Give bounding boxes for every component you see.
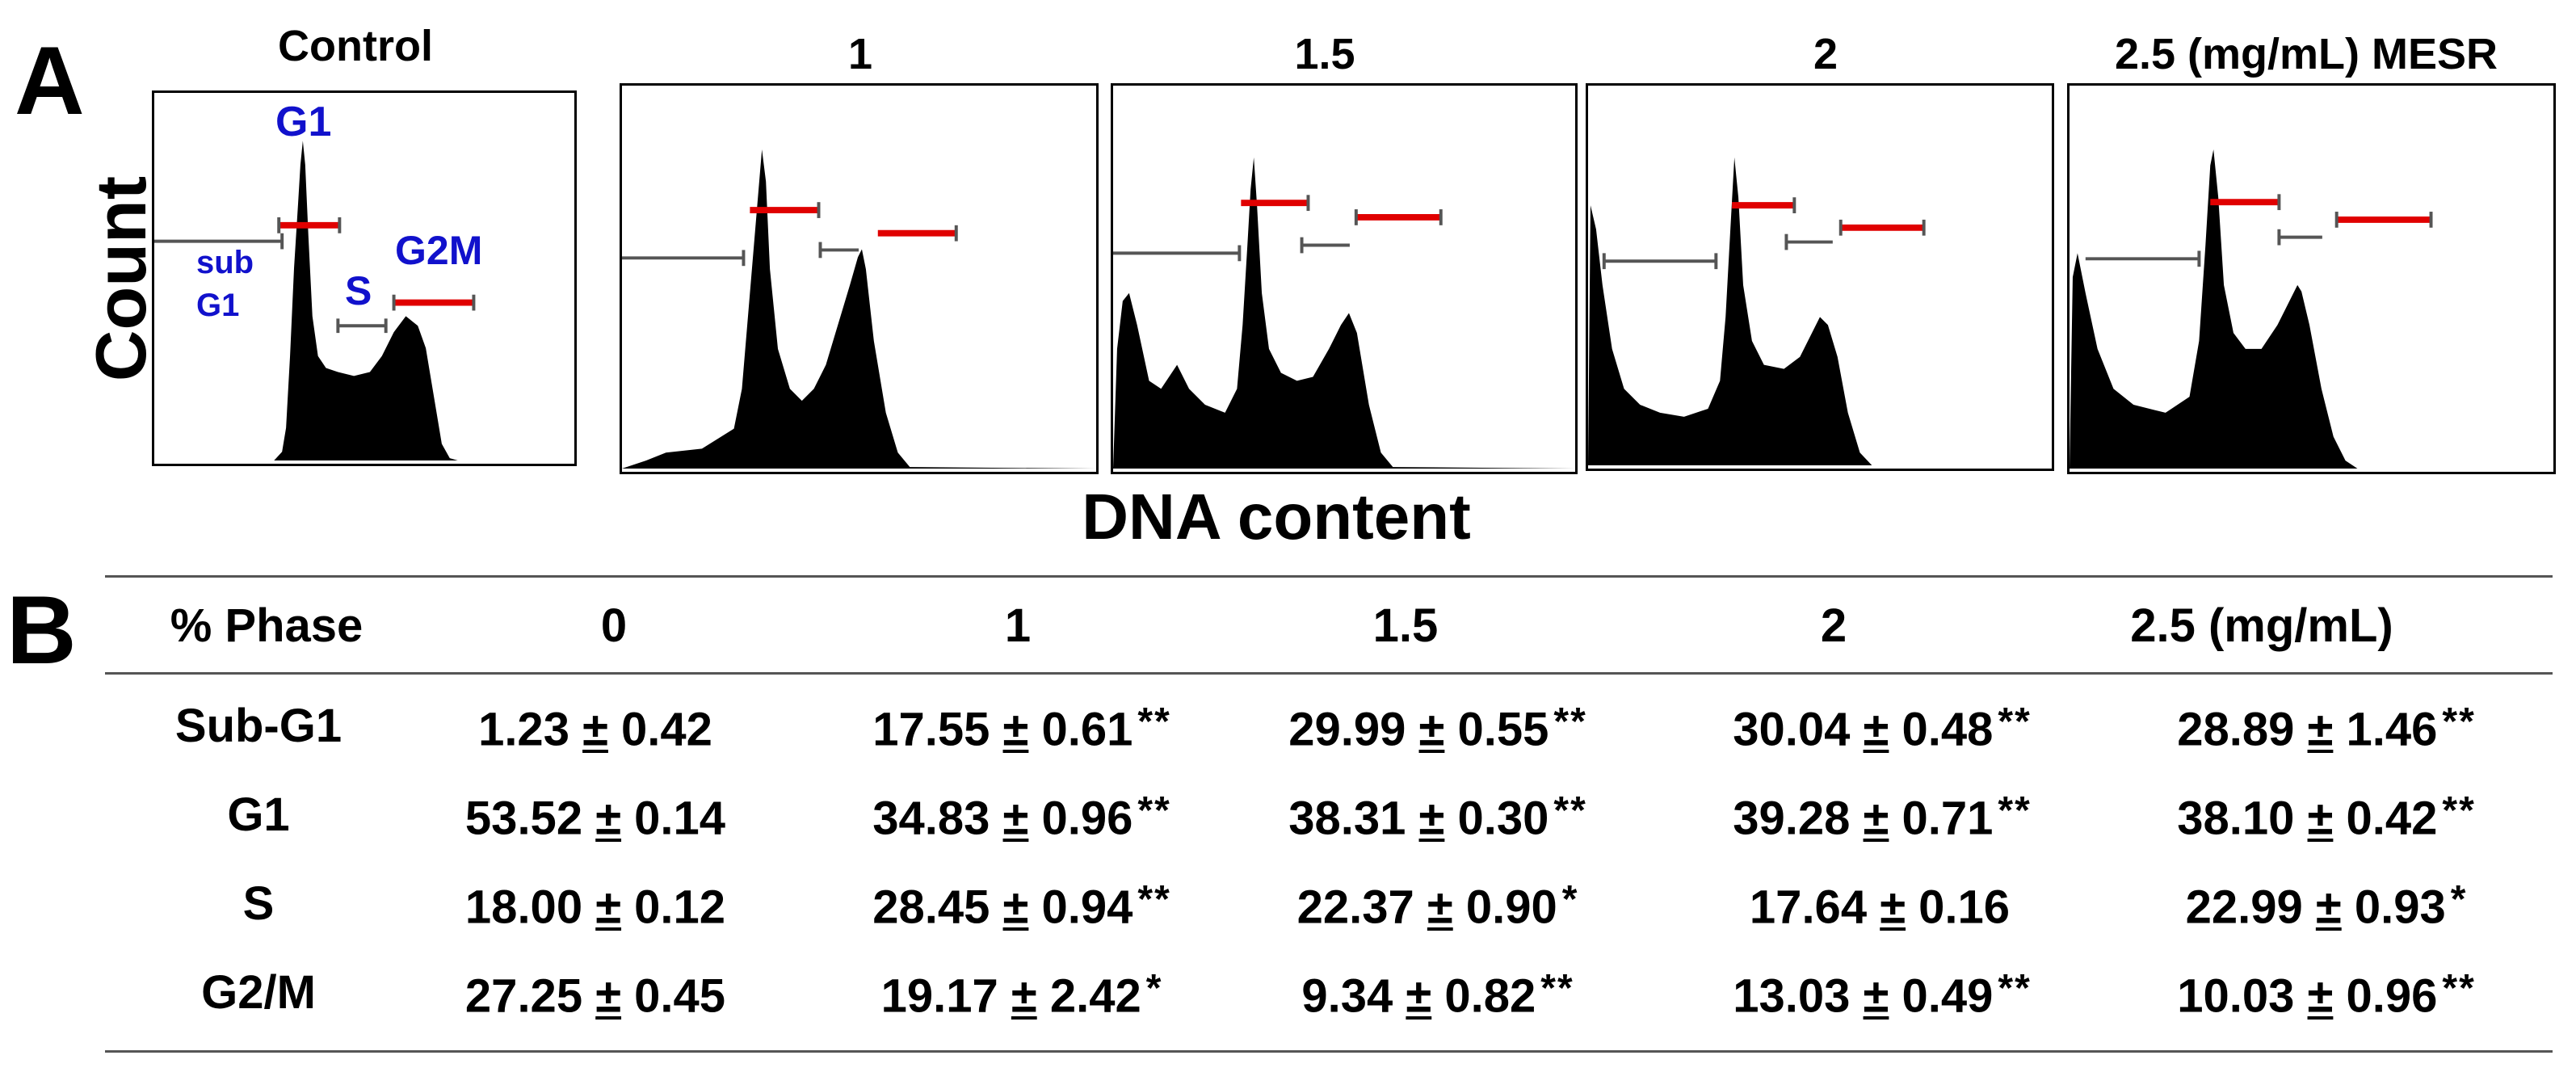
- column-title-2: 2: [1813, 30, 1838, 78]
- histogram-2-5: [2067, 83, 2556, 474]
- histogram-1-5-trace: [1113, 157, 1575, 469]
- histogram-1-5-plot: [1113, 157, 1575, 469]
- table-cell: 38.10 ± 0.42 **: [2177, 789, 2476, 845]
- histogram-2-5-plot: [2070, 149, 2553, 469]
- table-cell: 10.03 ± 0.96 **: [2177, 967, 2476, 1023]
- table-cell: 34.83 ± 0.96 **: [872, 789, 1171, 845]
- table-header-dose-1-5: 1.5: [1372, 599, 1439, 652]
- table-header-rule: [105, 672, 2553, 675]
- table-top-rule: [105, 575, 2553, 578]
- table-header-dose-2-5: 2.5 (mg/mL): [2130, 599, 2393, 652]
- table-cell: 29.99 ± 0.55 **: [1288, 700, 1587, 756]
- annotation-sub-g1-line2: G1: [196, 288, 240, 323]
- histogram-1: [620, 83, 1099, 474]
- histogram-control-trace: [154, 141, 574, 461]
- table-cell: 17.55 ± 0.61 **: [872, 700, 1171, 756]
- row-label-g2m: G2/M: [201, 966, 316, 1019]
- annotation-g1: G1: [275, 99, 332, 145]
- histogram-2-5-trace: [2070, 149, 2553, 469]
- table-cell: 13.03 ± 0.49 **: [1733, 967, 2032, 1023]
- histogram-2-plot: [1588, 157, 2052, 466]
- table-cell: 1.23 ± 0.42: [478, 703, 712, 756]
- histogram-1-5: [1111, 83, 1578, 474]
- histogram-1-plot: [622, 149, 1096, 469]
- y-axis-label: Count: [81, 175, 161, 382]
- histogram-control-plot: [154, 141, 574, 461]
- table-cell: 30.04 ± 0.48 **: [1733, 700, 2032, 756]
- column-title-2-5: 2.5 (mg/mL) MESR: [2114, 30, 2498, 78]
- row-label-g1: G1: [227, 788, 290, 841]
- table-cell: 28.45 ± 0.94 **: [872, 878, 1171, 934]
- table-cell: 18.00 ± 0.12: [464, 881, 726, 934]
- annotation-sub-g1-line1: sub: [196, 245, 254, 280]
- table-cell: 27.25 ± 0.45: [464, 969, 726, 1023]
- histogram-2: [1586, 83, 2054, 471]
- row-label-sub-g1: Sub-G1: [174, 700, 342, 752]
- row-label-s: S: [242, 877, 275, 930]
- table-header-dose-2: 2: [1820, 599, 1847, 652]
- table-cell: 38.31 ± 0.30 **: [1288, 789, 1587, 845]
- panel-a-letter: A: [15, 27, 85, 135]
- table-header-dose-1: 1: [1004, 599, 1032, 652]
- table-cell: 22.99 ± 0.93 *: [2185, 878, 2468, 934]
- table-cell: 22.37 ± 0.90 *: [1296, 878, 1579, 934]
- annotation-g2m: G2M: [395, 228, 483, 273]
- table-cell: 17.64 ± 0.16: [1749, 881, 2011, 934]
- histogram-1-trace: [622, 149, 1096, 469]
- x-axis-label: DNA content: [1082, 481, 1471, 553]
- histogram-control: G1 sub G1 S G2M: [152, 90, 577, 466]
- column-title-control: Control: [278, 22, 433, 70]
- column-title-1-5: 1.5: [1294, 30, 1355, 78]
- table-cell: 39.28 ± 0.71 **: [1733, 789, 2032, 845]
- table-bottom-rule: [105, 1050, 2553, 1053]
- column-title-1: 1: [847, 30, 873, 78]
- annotation-s: S: [345, 268, 372, 313]
- table-cell: 53.52 ± 0.14: [464, 792, 726, 845]
- panel-b-letter: B: [6, 576, 77, 684]
- table-header-phase: % Phase: [170, 599, 363, 652]
- histogram-2-trace: [1588, 157, 2052, 466]
- table-cell: 19.17 ± 2.42 *: [880, 967, 1163, 1023]
- table-cell: 9.34 ± 0.82 **: [1301, 967, 1574, 1023]
- table-header-dose-0: 0: [600, 599, 628, 652]
- table-cell: 28.89 ± 1.46 **: [2177, 700, 2476, 756]
